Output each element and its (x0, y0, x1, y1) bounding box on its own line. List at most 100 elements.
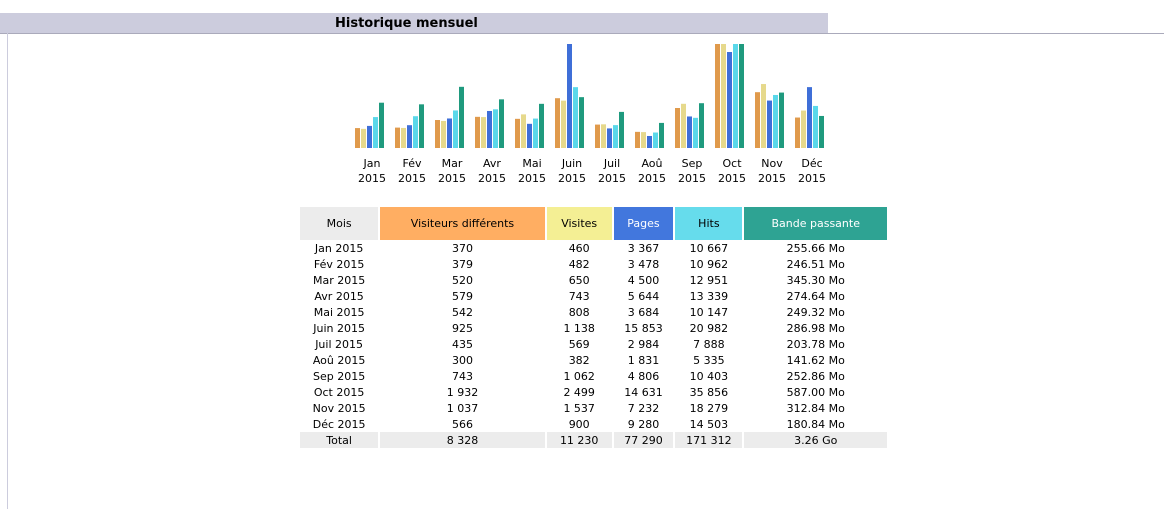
month-label: Nov (761, 157, 783, 170)
table-cell: Sep 2015 (312, 369, 366, 383)
table-cell: 5 644 (627, 289, 660, 303)
table-cell: 246.51 Mo (786, 257, 845, 271)
total-cell: 11 230 (546, 432, 612, 448)
table-cell: Mai 2015 (313, 305, 365, 319)
table-cell: 2 984 (627, 337, 660, 351)
bar (539, 103, 544, 148)
bar (647, 135, 652, 148)
month-label: Mar (442, 157, 463, 170)
bar (687, 116, 692, 148)
table-row: Juin 2015 925 1 138 15 853 20 982 286.98 Mo (300, 320, 887, 336)
year-label: 2015 (758, 172, 786, 185)
bar (819, 115, 824, 148)
month-label: Avr (483, 157, 501, 170)
table-cell: 10 147 (689, 305, 729, 319)
table-cell: 1 062 (563, 369, 595, 383)
bar (459, 86, 464, 148)
month-label: Déc (801, 157, 822, 170)
table-cell: 249.32 Mo (786, 305, 845, 319)
table-cell: 3 684 (627, 305, 660, 319)
table-cell: Oct 2015 (313, 385, 365, 399)
bar (573, 87, 578, 148)
bar (813, 105, 818, 148)
bar (447, 118, 452, 148)
bar (721, 44, 726, 148)
table-cell: Juin 2015 (313, 321, 365, 335)
column-header: Mois (300, 207, 379, 240)
table-cell: 587.00 Mo (786, 385, 845, 399)
table-cell: 1 037 (446, 401, 479, 415)
table-cell: Fév 2015 (313, 257, 365, 271)
month-label: Oct (722, 157, 742, 170)
bar (555, 98, 560, 148)
year-label: 2015 (478, 172, 506, 185)
table-row: Sep 2015 743 1 062 4 806 10 403 252.86 Mo (300, 368, 887, 384)
table-cell: 10 667 (689, 241, 729, 255)
table-cell: 14 631 (624, 385, 663, 399)
bar (515, 118, 520, 148)
total-cell: 8 328 (380, 432, 545, 448)
monthly-table: Mois Visiteurs différents Visites Pages Hits… (298, 207, 889, 448)
bar (579, 97, 584, 148)
bar (355, 128, 360, 148)
bar (699, 103, 704, 148)
table-cell: 379 (451, 257, 473, 271)
section-header: Historique mensuel (0, 13, 828, 33)
bar (413, 116, 418, 148)
column-header: Bande passante (744, 207, 887, 240)
bar (727, 52, 732, 149)
month-label: Mai (522, 157, 541, 170)
table-cell: 10 403 (689, 369, 729, 383)
bar (435, 120, 440, 148)
month-label: Juin (561, 157, 582, 170)
table-cell: Nov 2015 (312, 401, 366, 415)
table-cell: 18 279 (689, 401, 729, 415)
total-cell: Total (300, 432, 379, 448)
table-cell: 566 (451, 417, 473, 431)
table-cell: 520 (451, 273, 473, 287)
bar (441, 120, 446, 148)
bar (521, 114, 526, 148)
table-cell: 312.84 Mo (786, 401, 845, 415)
table-cell: 255.66 Mo (786, 241, 845, 255)
table-cell: Déc 2015 (312, 417, 366, 431)
bar (653, 132, 658, 148)
table-cell: 1 831 (627, 353, 660, 367)
table-cell: Mar 2015 (312, 273, 366, 287)
bar (601, 124, 606, 148)
bar (693, 117, 698, 148)
table-cell: 141.62 Mo (786, 353, 845, 367)
year-label: 2015 (638, 172, 666, 185)
table-cell: 14 503 (689, 417, 729, 431)
bar (487, 110, 492, 148)
table-cell: 274.64 Mo (786, 289, 845, 303)
table-cell: 12 951 (689, 273, 729, 287)
table-cell: 569 (568, 337, 590, 351)
column-header: Hits (675, 207, 743, 240)
table-cell: 650 (568, 273, 590, 287)
table-cell: Juil 2015 (315, 337, 364, 351)
month-label: Jan (363, 157, 381, 170)
bar (807, 87, 812, 148)
table-cell: Avr 2015 (314, 289, 364, 303)
bar (379, 102, 384, 148)
table-cell: 1 138 (563, 321, 595, 335)
bar (361, 128, 366, 148)
table-row: Avr 2015 579 743 5 644 13 339 274.64 Mo (300, 288, 887, 304)
bar (419, 104, 424, 148)
bar (767, 100, 772, 148)
table-cell: 370 (451, 241, 473, 255)
table-cell: 3 367 (627, 241, 660, 255)
bar (641, 132, 646, 148)
bar (619, 111, 624, 148)
table-cell: 252.86 Mo (786, 369, 845, 383)
bar (755, 92, 760, 148)
bar (801, 110, 806, 148)
total-row: Total 8 328 11 230 77 290 171 312 3.26 Go (300, 432, 887, 448)
table-row: Fév 2015 379 482 3 478 10 962 246.51 Mo (300, 256, 887, 272)
table-cell: 900 (568, 417, 590, 431)
year-label: 2015 (398, 172, 426, 185)
table-cell: 35 856 (689, 385, 729, 399)
table-row: Juil 2015 435 569 2 984 7 888 203.78 Mo (300, 336, 887, 352)
monthly-chart: Jan 2015 Fév 2015 Mar 2015 Avr 2015 Mai 2015 Juin 2… (355, 44, 826, 185)
